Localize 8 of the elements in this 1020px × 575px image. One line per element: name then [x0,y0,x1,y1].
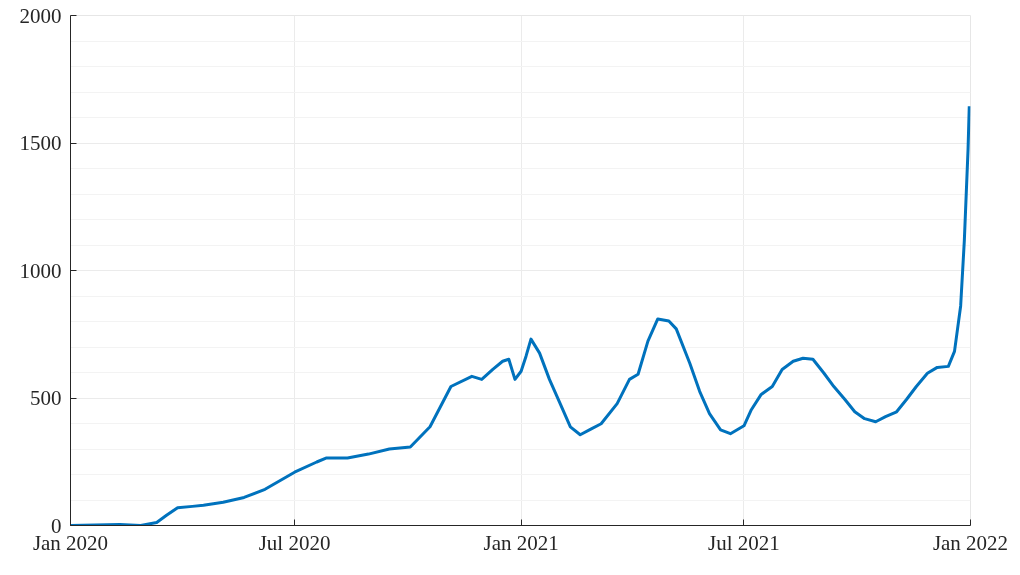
y-tick-label: 1000 [19,258,62,283]
x-tick-label: Jan 2021 [483,530,559,555]
y-tick-label: 500 [30,386,62,410]
x-tick-label: Jul 2021 [708,530,780,555]
x-tick-label: Jul 2020 [258,530,331,555]
y-tick-label: 2000 [19,3,62,28]
y-tick-label: 1500 [19,131,62,155]
x-tick-label: Jan 2022 [932,530,1009,555]
